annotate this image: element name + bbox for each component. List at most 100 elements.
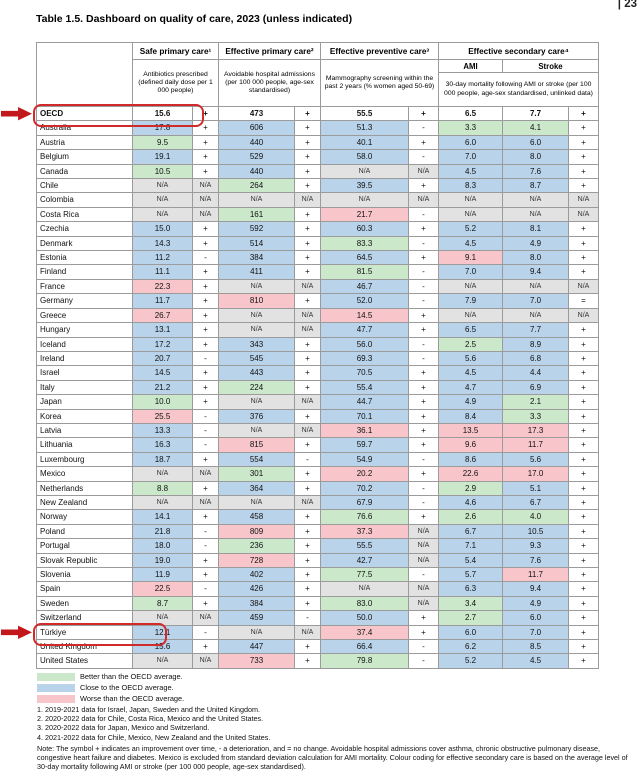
value-cell: 7.1 — [438, 538, 503, 554]
value-cell: 81.5 — [320, 264, 409, 280]
trend-cell: + — [408, 624, 439, 641]
value-cell: 10.5 — [502, 523, 569, 540]
trend-cell: - — [408, 149, 439, 165]
table-row: Switzerland N/A N/A 459-50.0 +2.7 6.0 + — [36, 610, 599, 626]
trend-cell: + — [568, 235, 599, 252]
trend-cell: + — [192, 639, 219, 655]
trend-cell: + — [568, 105, 599, 122]
value-cell: 8.7 — [132, 595, 193, 612]
trend-cell: + — [192, 105, 219, 122]
value-cell: 15.6 — [132, 639, 193, 655]
table-row: Sweden 8.7 +384 +83.0 N/A 3.4 4.9 + — [36, 595, 599, 612]
value-cell: 44.7 — [320, 394, 409, 410]
table-row: United States N/A N/A 733 +79.8-5.2 4.5 + — [36, 653, 599, 669]
trend-cell: + — [408, 134, 439, 151]
table-row: Iceland 17.2 +343 +56.0-2.5 8.9 + — [36, 336, 599, 352]
trend-cell: N/A — [408, 192, 439, 208]
value-cell: 14.5 — [132, 365, 193, 381]
value-cell: 70.1 — [320, 408, 409, 424]
value-cell: 69.3 — [320, 350, 409, 367]
trend-cell: + — [408, 437, 439, 453]
value-cell: 5.7 — [438, 566, 503, 583]
table-row: Portugal 18.0-236 +55.5 N/A 7.1 9.3 + — [36, 538, 599, 554]
trend-cell: + — [568, 480, 599, 496]
value-cell: 37.4 — [320, 624, 409, 641]
value-cell: 6.0 — [438, 624, 503, 641]
legend-swatch-green — [37, 672, 75, 681]
trend-cell: + — [294, 538, 321, 554]
trend-cell: + — [568, 394, 599, 410]
trend-cell: + — [192, 134, 219, 151]
table-row: Spain 22.5-426 + N/A N/A 6.3 9.4 + — [36, 581, 599, 597]
value-cell: 7.0 — [438, 149, 503, 165]
country-label: Belgium — [36, 149, 133, 165]
trend-cell: + — [294, 466, 321, 482]
trend-cell: + — [408, 466, 439, 482]
table-row: Canada 10.5 +440 + N/A N/A 4.5 7.6 + — [36, 163, 599, 180]
table-row: United Kingdom 15.6 +447 +66.4-6.2 8.5 + — [36, 639, 599, 655]
value-cell: 46.7 — [320, 278, 409, 295]
value-cell: 22.6 — [438, 466, 503, 482]
trend-cell: + — [294, 379, 321, 396]
value-cell: N/A — [502, 192, 569, 208]
trend-cell: + — [192, 120, 219, 136]
value-cell: N/A — [438, 192, 503, 208]
value-cell: 384 — [218, 250, 295, 266]
trend-cell: + — [294, 105, 321, 122]
trend-cell: + — [294, 639, 321, 655]
value-cell: 301 — [218, 466, 295, 482]
trend-cell: + — [568, 509, 599, 525]
value-cell: 7.6 — [502, 552, 569, 569]
value-cell: 473 — [218, 105, 295, 122]
value-cell: 9.4 — [502, 264, 569, 280]
value-cell: 8.8 — [132, 480, 193, 496]
value-cell: 264 — [218, 178, 295, 194]
country-label: Latvia — [36, 422, 133, 439]
value-cell: 14.3 — [132, 235, 193, 252]
value-cell: 6.3 — [438, 581, 503, 597]
value-cell: 5.6 — [438, 350, 503, 367]
trend-cell: N/A — [568, 307, 599, 324]
value-cell: 4.5 — [502, 653, 569, 669]
trend-cell: + — [568, 422, 599, 439]
value-cell: 8.7 — [502, 178, 569, 194]
value-cell: 4.9 — [438, 394, 503, 410]
trend-cell: + — [294, 566, 321, 583]
value-cell: N/A — [320, 163, 409, 180]
value-cell: 8.0 — [502, 250, 569, 266]
trend-cell: N/A — [294, 307, 321, 324]
trend-cell: + — [294, 480, 321, 496]
trend-cell: N/A — [294, 394, 321, 410]
value-cell: 4.1 — [502, 120, 569, 136]
value-cell: 79.8 — [320, 653, 409, 669]
trend-cell: N/A — [192, 178, 219, 194]
value-cell: 7.0 — [438, 264, 503, 280]
value-cell: 83.3 — [320, 235, 409, 252]
trend-cell: + — [192, 278, 219, 295]
trend-cell: + — [192, 264, 219, 280]
trend-cell: N/A — [192, 206, 219, 223]
trend-cell: N/A — [192, 466, 219, 482]
value-cell: N/A — [438, 307, 503, 324]
value-cell: 364 — [218, 480, 295, 496]
desc-mammography: Mammography screening within the past 2 … — [320, 59, 439, 107]
country-label: Switzerland — [36, 610, 133, 626]
trend-cell: + — [294, 581, 321, 597]
table-row: Austria 9.5 +440 +40.1 +6.0 6.0 + — [36, 134, 599, 151]
table-row: Slovak Republic 19.0 +728 +42.7 N/A 5.4 7.6 + — [36, 552, 599, 569]
table-row: France 22.3 + N/A N/A 46.7- N/A N/A N/A — [36, 278, 599, 295]
country-label: Israel — [36, 365, 133, 381]
trend-cell: N/A — [408, 552, 439, 569]
annotation-arrow-turkiye — [1, 625, 32, 640]
value-cell: N/A — [132, 610, 193, 626]
value-cell: 26.7 — [132, 307, 193, 324]
table-row: Japan 10.0 + N/A N/A 44.7 +4.9 2.1 + — [36, 394, 599, 410]
trend-cell: + — [568, 451, 599, 468]
country-label: Luxembourg — [36, 451, 133, 468]
trend-cell: + — [568, 624, 599, 641]
trend-cell: - — [192, 422, 219, 439]
trend-cell: + — [192, 379, 219, 396]
trend-cell: - — [408, 653, 439, 669]
value-cell: 3.3 — [438, 120, 503, 136]
trend-cell: + — [192, 394, 219, 410]
